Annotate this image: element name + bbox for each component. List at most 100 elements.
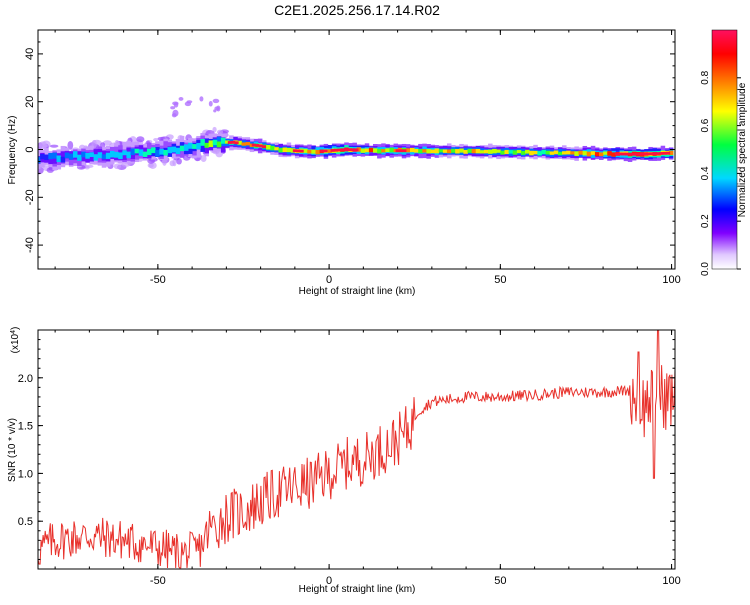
snr-frame bbox=[37, 329, 676, 570]
spectrogram-cell bbox=[553, 150, 559, 155]
spectrogram-cell bbox=[638, 152, 643, 156]
spectrogram-cell bbox=[557, 151, 563, 156]
spectrogram-cell bbox=[216, 136, 222, 146]
spectrogram-cell bbox=[607, 151, 612, 156]
spectrogram-cell bbox=[666, 151, 671, 155]
spectrogram-cell bbox=[360, 148, 366, 153]
spectrogram-cell bbox=[77, 154, 82, 161]
spectrogram-cell bbox=[114, 151, 119, 158]
spectrogram-cell bbox=[44, 154, 49, 161]
spectrogram-cell bbox=[192, 144, 197, 149]
spectrogram-cell bbox=[85, 152, 90, 159]
spectrogram-cell bbox=[169, 160, 175, 167]
spectrogram-cell bbox=[574, 151, 579, 156]
spectrogram-cell bbox=[516, 150, 522, 154]
spectrogram-cell bbox=[659, 152, 664, 155]
spectrogram-cell bbox=[118, 152, 123, 160]
spectrogram-cell bbox=[434, 148, 440, 154]
spectrogram-cell bbox=[196, 142, 201, 150]
spectrogram-cell bbox=[262, 145, 267, 149]
spectrogram-cell bbox=[537, 151, 542, 156]
snr-y-tick-label: 1.0 bbox=[18, 468, 33, 480]
spectrogram-cell bbox=[40, 154, 45, 160]
colorbar-tick-label: 0.4 bbox=[700, 166, 711, 180]
spectrogram-cell bbox=[614, 152, 619, 156]
spectrogram-cell bbox=[286, 147, 292, 153]
spectrogram-panel: -50 0 50 100 -40 -20 0 20 40 Height of straight … bbox=[7, 29, 681, 297]
spectrogram-cell bbox=[488, 149, 493, 154]
spectrogram-cell bbox=[93, 154, 99, 161]
spectrogram-cell bbox=[299, 149, 304, 153]
spectrogram-cell bbox=[199, 96, 204, 102]
spectrogram-cell bbox=[175, 147, 181, 155]
spectrogram-y-tick-label: 40 bbox=[24, 48, 36, 60]
spectrogram-cell bbox=[93, 149, 99, 158]
snr-panel: -50 0 50 100 0.5 1.0 1.5 2.0 Height of straight… bbox=[7, 327, 681, 595]
spectrogram-cell bbox=[541, 149, 546, 155]
spectrogram-cell bbox=[270, 145, 275, 151]
spectrogram-cell bbox=[81, 153, 86, 162]
spectrogram-cell bbox=[52, 152, 57, 159]
spectrogram-y-label: Frequency (Hz) bbox=[7, 116, 18, 185]
spectrogram-cell bbox=[649, 152, 654, 156]
spectrogram-cell bbox=[463, 149, 468, 154]
spectrogram-cell bbox=[377, 148, 382, 154]
spectrogram-cell bbox=[89, 152, 94, 158]
spectrogram-cell bbox=[200, 138, 205, 146]
spectrogram-cell bbox=[241, 142, 246, 146]
spectrogram-y-tick-label: -20 bbox=[24, 189, 36, 205]
spectrogram-cell bbox=[155, 150, 160, 157]
spectrogram-cell bbox=[220, 137, 226, 144]
colorbar-label: Normalized spectral amplitude bbox=[737, 82, 748, 217]
spectrogram-cell bbox=[101, 154, 107, 160]
spectrogram-cell bbox=[97, 152, 103, 159]
spectrogram-cell bbox=[122, 151, 127, 161]
spectrogram-y-tick-label: 0 bbox=[24, 146, 36, 152]
spectrogram-cell bbox=[405, 148, 411, 153]
spectrogram-cell bbox=[204, 142, 209, 148]
spectrogram-cell bbox=[340, 148, 345, 152]
spectrogram-cell bbox=[483, 149, 489, 154]
spectrogram-cell bbox=[138, 149, 144, 156]
spectrogram-cell bbox=[590, 151, 596, 155]
spectrogram-cell bbox=[545, 150, 551, 155]
spectrogram-cell bbox=[147, 162, 154, 168]
spectrogram-cell bbox=[642, 152, 647, 156]
spectrogram-cell bbox=[409, 147, 415, 153]
spectrogram-cell bbox=[414, 148, 419, 153]
spectrogram-cell bbox=[635, 152, 640, 156]
spectrogram-cell bbox=[204, 138, 209, 146]
spectrogram-cell bbox=[130, 148, 136, 156]
spectrogram-cell bbox=[389, 147, 394, 153]
spectrogram-cell bbox=[188, 142, 193, 149]
spectrogram-cell bbox=[333, 148, 338, 152]
spectrogram-cell bbox=[533, 150, 538, 155]
colorbar-tick-label: 0.8 bbox=[700, 70, 711, 84]
spectrogram-cell bbox=[172, 101, 179, 106]
snr-scale-note: (x104) bbox=[10, 327, 22, 354]
snr-y-tick-label: 1.5 bbox=[18, 421, 33, 433]
spectrogram-cell bbox=[426, 149, 431, 154]
spectrogram-cell bbox=[52, 154, 57, 164]
spectrogram-cell bbox=[179, 145, 185, 152]
spectrogram-cell bbox=[245, 142, 251, 146]
spectrogram-cell bbox=[122, 150, 127, 156]
spectrogram-cell bbox=[292, 149, 297, 153]
spectrogram-cell bbox=[258, 144, 263, 148]
spectrogram-cell bbox=[67, 141, 74, 150]
spectrogram-cell bbox=[234, 141, 239, 145]
spectrogram-cell bbox=[200, 154, 207, 163]
spectrogram-x-tick-label: 100 bbox=[662, 274, 680, 286]
spectrogram-cell bbox=[549, 151, 555, 155]
spectrogram-cell bbox=[492, 148, 497, 154]
spectrogram-cell bbox=[146, 148, 152, 156]
spectrogram-cell bbox=[216, 105, 221, 112]
spectrogram-cell bbox=[438, 149, 444, 153]
spectrogram-cell bbox=[582, 151, 588, 156]
spectrogram-cell bbox=[126, 151, 131, 159]
spectrogram-cell bbox=[151, 147, 156, 154]
chart-title: C2E1.2025.256.17.14.R02 bbox=[274, 2, 440, 18]
spectrogram-cell bbox=[311, 149, 316, 154]
spectrogram-cell bbox=[479, 150, 485, 154]
